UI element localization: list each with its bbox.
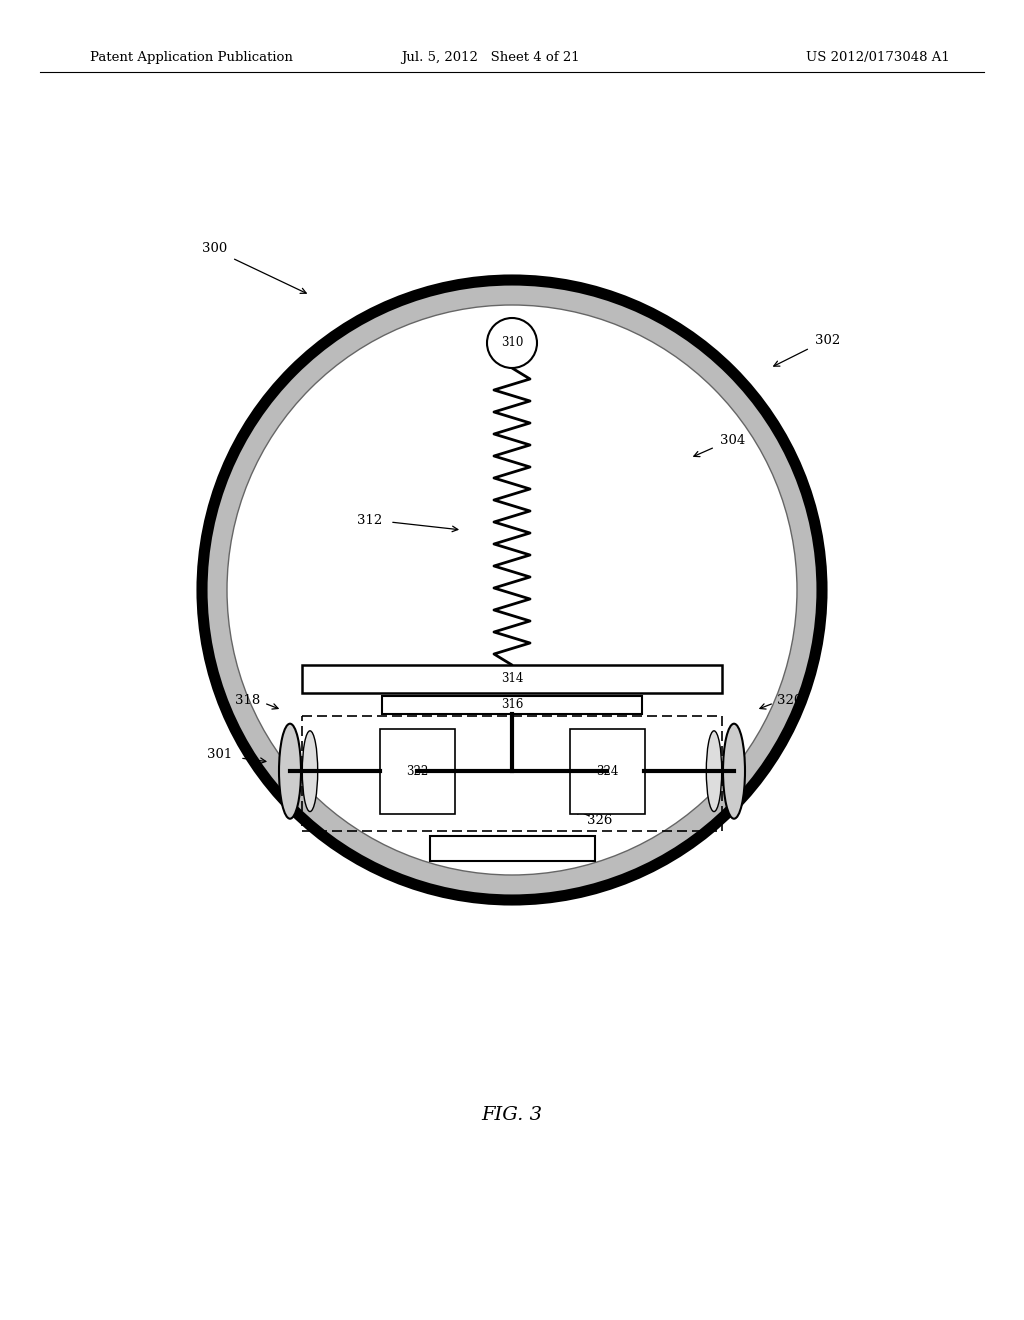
Text: US 2012/0173048 A1: US 2012/0173048 A1	[806, 51, 950, 65]
Bar	[380, 729, 455, 814]
Ellipse shape	[707, 731, 722, 812]
Text: 322: 322	[406, 764, 428, 777]
Circle shape	[227, 305, 797, 875]
Text: 326: 326	[588, 813, 612, 826]
Text: Patent Application Publication: Patent Application Publication	[90, 51, 293, 65]
Text: 302: 302	[815, 334, 841, 346]
Text: Jul. 5, 2012   Sheet 4 of 21: Jul. 5, 2012 Sheet 4 of 21	[400, 51, 580, 65]
Bar	[430, 836, 595, 861]
Ellipse shape	[279, 723, 301, 818]
Bar	[302, 715, 722, 832]
Text: 312: 312	[357, 513, 383, 527]
Text: 310: 310	[501, 337, 523, 350]
Text: 324: 324	[596, 764, 618, 777]
Text: 316: 316	[501, 698, 523, 711]
Text: FIG. 3: FIG. 3	[481, 1106, 543, 1125]
Text: 320: 320	[777, 693, 803, 706]
Bar	[302, 665, 722, 693]
Text: 301: 301	[208, 748, 232, 762]
Ellipse shape	[302, 731, 317, 812]
Bar	[570, 729, 645, 814]
Text: 314: 314	[501, 672, 523, 685]
Circle shape	[487, 318, 537, 368]
Text: 304: 304	[720, 433, 745, 446]
Text: 318: 318	[236, 693, 261, 706]
Bar	[382, 696, 642, 714]
Text: 300: 300	[203, 242, 227, 255]
Ellipse shape	[723, 723, 745, 818]
Circle shape	[204, 282, 820, 898]
